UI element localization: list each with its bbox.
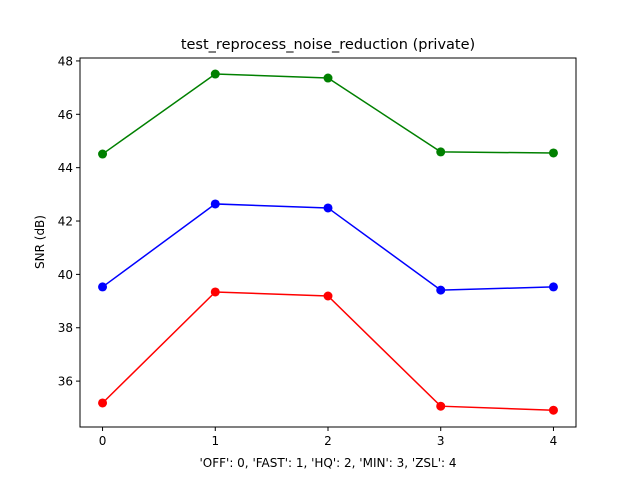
data-point — [548, 148, 558, 158]
data-point — [436, 285, 446, 295]
chart-title: test_reprocess_noise_reduction (private) — [181, 37, 475, 53]
y-tick-label: 44 — [58, 161, 73, 175]
data-point — [210, 287, 220, 297]
series-line-0 — [102, 73, 554, 155]
data-point — [323, 73, 333, 83]
y-tick-label: 36 — [58, 375, 73, 389]
y-tick-label: 48 — [58, 54, 73, 68]
series-line-1 — [102, 203, 554, 291]
data-point — [98, 282, 108, 292]
y-axis-ticks: 36 38 40 42 44 46 48 — [58, 54, 80, 389]
y-tick-label: 40 — [58, 268, 73, 282]
data-point — [98, 149, 108, 159]
x-tick-label: 2 — [324, 434, 332, 448]
data-point — [98, 398, 108, 408]
x-axis-label: 'OFF': 0, 'FAST': 1, 'HQ': 2, 'MIN': 3, … — [199, 456, 456, 470]
series-layer — [98, 69, 558, 415]
plot-area-frame — [79, 57, 577, 428]
x-tick-label: 0 — [99, 434, 107, 448]
y-tick-label: 46 — [58, 108, 73, 122]
x-tick-label: 3 — [437, 434, 445, 448]
data-point — [323, 203, 333, 213]
y-tick-label: 38 — [58, 321, 73, 335]
x-axis-ticks: 0 1 2 3 4 — [99, 427, 558, 448]
data-point — [210, 69, 220, 79]
series-line-2 — [102, 291, 554, 411]
data-point — [436, 147, 446, 157]
data-point — [548, 282, 558, 292]
data-point — [323, 291, 333, 301]
y-tick-label: 42 — [58, 215, 73, 229]
data-point — [436, 401, 446, 411]
data-point — [548, 405, 558, 415]
x-tick-label: 4 — [550, 434, 558, 448]
data-point — [210, 199, 220, 209]
x-tick-label: 1 — [211, 434, 219, 448]
y-axis-label: SNR (dB) — [33, 215, 47, 269]
